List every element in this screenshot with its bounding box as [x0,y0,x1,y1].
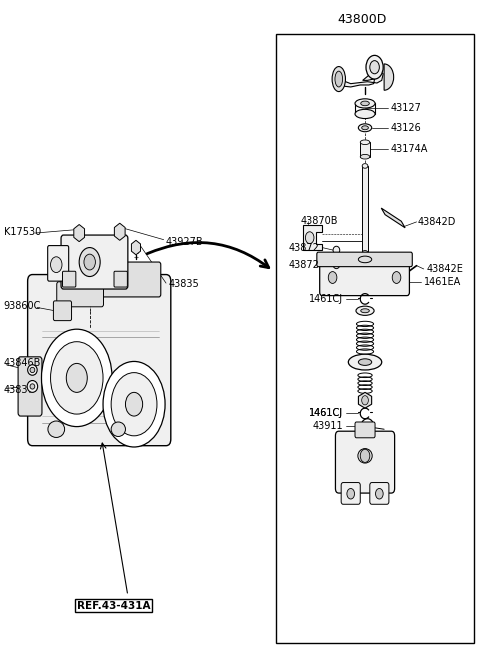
FancyBboxPatch shape [370,483,389,504]
FancyBboxPatch shape [320,256,409,295]
Text: 1461EA: 1461EA [424,278,461,288]
Text: 43800D: 43800D [337,13,386,26]
Circle shape [50,342,103,414]
FancyBboxPatch shape [62,271,76,287]
Text: 43927B: 43927B [166,237,204,247]
Ellipse shape [111,422,125,436]
Ellipse shape [358,449,372,463]
Circle shape [84,254,96,270]
Bar [276,34,474,643]
Circle shape [111,373,157,436]
Text: 43842D: 43842D [418,217,456,227]
Ellipse shape [27,381,37,393]
Circle shape [375,488,383,499]
Ellipse shape [361,309,369,313]
Circle shape [41,329,112,426]
Text: 43842E: 43842E [426,264,463,274]
Polygon shape [359,393,372,408]
Circle shape [392,272,401,284]
Ellipse shape [48,421,65,438]
Ellipse shape [30,368,35,373]
Ellipse shape [355,109,375,118]
Ellipse shape [30,384,35,389]
Text: 93860C: 93860C [4,301,41,311]
FancyBboxPatch shape [114,271,127,287]
Circle shape [362,396,368,405]
Circle shape [125,393,143,416]
FancyBboxPatch shape [355,422,375,438]
Circle shape [66,364,87,393]
Polygon shape [339,71,383,87]
Wedge shape [384,64,394,91]
Text: 1461CJ: 1461CJ [310,294,344,304]
Ellipse shape [359,256,372,262]
FancyBboxPatch shape [341,483,360,504]
Text: 43837: 43837 [4,385,35,395]
Text: 1461CJ: 1461CJ [310,408,344,418]
Polygon shape [303,225,322,251]
Polygon shape [381,208,405,228]
FancyBboxPatch shape [18,357,42,416]
FancyBboxPatch shape [28,274,171,446]
FancyBboxPatch shape [48,246,69,281]
Text: K17530: K17530 [4,227,41,237]
Text: 43872: 43872 [289,243,320,253]
Bar [360,142,370,157]
FancyBboxPatch shape [53,301,72,321]
Circle shape [328,272,337,284]
Bar [359,254,372,264]
Text: 43911: 43911 [313,421,344,431]
Circle shape [103,362,165,447]
FancyBboxPatch shape [336,431,395,493]
Ellipse shape [333,260,340,268]
Ellipse shape [332,67,346,92]
Text: 1461CJ: 1461CJ [310,408,344,418]
Circle shape [305,232,314,244]
Circle shape [360,449,370,463]
Text: 43846B: 43846B [4,358,41,368]
Circle shape [50,256,62,272]
Ellipse shape [28,365,37,375]
Ellipse shape [359,359,372,366]
Text: 43835: 43835 [168,280,199,290]
FancyArrowPatch shape [147,243,269,268]
FancyBboxPatch shape [95,262,161,297]
Ellipse shape [362,126,368,130]
FancyBboxPatch shape [57,282,104,307]
Bar [362,166,368,253]
Text: REF.43-431A: REF.43-431A [77,601,150,611]
Circle shape [79,248,100,276]
Ellipse shape [335,71,343,87]
Circle shape [366,56,383,79]
Ellipse shape [362,164,368,169]
Text: 43127: 43127 [390,103,421,113]
Text: 43126: 43126 [390,123,421,133]
FancyBboxPatch shape [317,253,412,266]
Ellipse shape [333,247,340,254]
Ellipse shape [359,124,372,132]
Text: 43870B: 43870B [300,215,338,225]
Circle shape [347,488,355,499]
Text: 43174A: 43174A [390,145,428,155]
Circle shape [370,61,379,74]
Text: 43872: 43872 [289,260,320,270]
Ellipse shape [360,140,370,145]
Ellipse shape [362,251,368,255]
FancyBboxPatch shape [61,235,128,289]
Ellipse shape [361,101,369,106]
Ellipse shape [355,98,375,108]
Ellipse shape [360,155,370,159]
Ellipse shape [356,306,374,315]
Ellipse shape [348,354,382,370]
